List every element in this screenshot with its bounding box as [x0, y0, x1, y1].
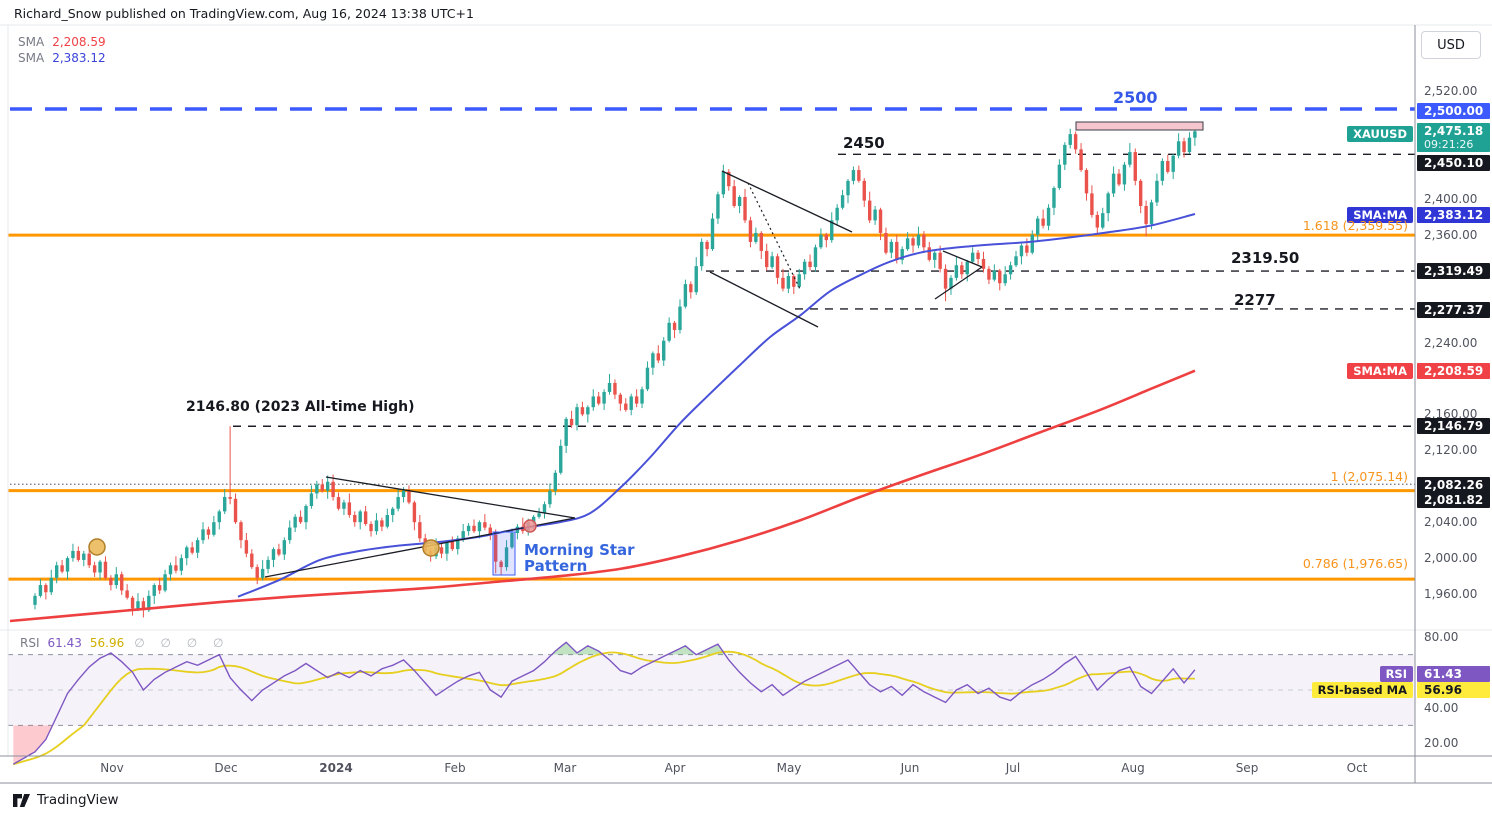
month-label-Mar: Mar [553, 761, 577, 775]
month-label-Feb: Feb [444, 761, 466, 775]
axis-badge-2,500.00: 2,500.00 [1417, 103, 1490, 119]
rsi-tick-label: 80.00 [1424, 630, 1459, 644]
sma-legend-row-red: SMA 2,208.59 [18, 34, 106, 50]
sma-blue-line [237, 213, 1196, 598]
marker-circle-2 [523, 519, 537, 533]
month-label-Sep: Sep [1235, 761, 1259, 775]
trendline-0 [264, 517, 576, 578]
rsi-empty-slots: ∅ ∅ ∅ ∅ [134, 636, 230, 650]
candles [33, 127, 1197, 618]
annotation-text: 2277 [1234, 291, 1276, 309]
trendline-4 [942, 250, 983, 268]
tradingview-attribution[interactable]: TradingView [12, 792, 119, 808]
month-label-Oct: Oct [1346, 761, 1368, 775]
series-tag-RSI: RSI [1379, 666, 1413, 682]
series-tag-XAUUSD: XAUUSD [1347, 126, 1413, 142]
price-tick-label: 2,400.00 [1424, 191, 1478, 206]
annotation-text: 2319.50 [1231, 249, 1300, 267]
axis-badge-2,277.37: 2,277.37 [1417, 302, 1490, 318]
sma1-value: 2,208.59 [52, 35, 106, 49]
trendline-2 [721, 170, 853, 233]
rsi-label: RSI [20, 636, 40, 650]
axis-badge-2,208.59: 2,208.59 [1417, 363, 1490, 379]
price-tick-label: 2,240.00 [1424, 335, 1478, 350]
axis-badge-2,082.26: 2,082.26 [1417, 477, 1490, 493]
price-tick-label: 2,160.00 [1424, 407, 1478, 422]
sma-legend: SMA 2,208.59 SMA 2,383.12 [18, 34, 106, 66]
series-tag-SMA:MA: SMA:MA [1347, 363, 1413, 379]
month-label-May: May [776, 761, 802, 775]
annotation-text: 2450 [843, 134, 885, 152]
publish-byline: Richard_Snow published on TradingView.co… [14, 6, 474, 21]
annotation-text: 1 (2,075.14) [1330, 469, 1408, 484]
month-label-Jun: Jun [900, 761, 920, 775]
axis-badge-2,081.82: 2,081.82 [1417, 492, 1490, 508]
month-label-Aug: Aug [1121, 761, 1145, 775]
series-tag-SMA:MA: SMA:MA [1347, 207, 1413, 223]
rsi-tick-label: 40.00 [1424, 700, 1459, 715]
axis-badge-2,383.12: 2,383.12 [1417, 207, 1490, 223]
marker-circle-1 [422, 539, 440, 557]
trendline-5 [934, 266, 983, 300]
month-label-Apr: Apr [664, 761, 686, 775]
rsi-line [12, 641, 1196, 765]
axis-badge-2,475.18: 2,475.18 09:21:26 [1417, 123, 1490, 152]
rsi-legend: RSI 61.43 56.96 ∅ ∅ ∅ ∅ [20, 636, 229, 650]
price-tick-label: 2,120.00 [1424, 443, 1478, 458]
sma1-label: SMA [18, 35, 45, 49]
month-label-Nov: Nov [100, 761, 124, 775]
annotation-text: 2146.80 (2023 All-time High) [186, 399, 415, 415]
tradingview-logo-icon [13, 793, 30, 807]
rsi-tick-label: 20.00 [1424, 736, 1459, 750]
resistance-zone-box [1075, 121, 1204, 131]
price-tick-label: 2,000.00 [1424, 551, 1478, 566]
annotation-text: 2500 [1113, 88, 1158, 107]
sma2-value: 2,383.12 [52, 51, 106, 65]
marker-circle-0 [88, 538, 106, 556]
tradingview-brand-text: TradingView [37, 792, 119, 808]
axis-badge-2,450.10: 2,450.10 [1417, 155, 1490, 171]
rsi-ma-value: 56.96 [89, 636, 125, 650]
series-tag-RSI-based MA: RSI-based MA [1311, 682, 1413, 698]
annotation-text: 1.618 (2,359.55) [1302, 218, 1408, 233]
axis-badge-2,146.79: 2,146.79 [1417, 418, 1490, 434]
month-label-Dec: Dec [214, 761, 238, 775]
price-tick-label: 1,960.00 [1424, 587, 1478, 602]
month-label-Jul: Jul [1005, 761, 1021, 775]
sma-red-line [9, 369, 1196, 623]
annotation-text: 0.786 (1,976.65) [1302, 556, 1408, 571]
sma-legend-row-blue: SMA 2,383.12 [18, 50, 106, 66]
axis-badge-56.96: 56.96 [1417, 682, 1490, 698]
morning-star-box [492, 531, 516, 576]
axis-badge-61.43: 61.43 [1417, 666, 1490, 682]
price-tick-label: 2,520.00 [1424, 84, 1478, 98]
price-tick-label: 2,040.00 [1424, 515, 1478, 530]
rsi-ma-line [13, 650, 1195, 766]
sma2-label: SMA [18, 51, 45, 65]
trendline-1 [325, 476, 576, 519]
currency-selector[interactable]: USD [1421, 31, 1481, 59]
rsi-value: 61.43 [47, 636, 82, 650]
trendline-3 [709, 271, 819, 328]
axis-badge-2,319.49: 2,319.49 [1417, 263, 1490, 279]
annotation-text: Morning Star Pattern [524, 541, 635, 575]
month-label-2024: 2024 [319, 761, 353, 775]
price-tick-label: 2,360.00 [1424, 227, 1478, 242]
